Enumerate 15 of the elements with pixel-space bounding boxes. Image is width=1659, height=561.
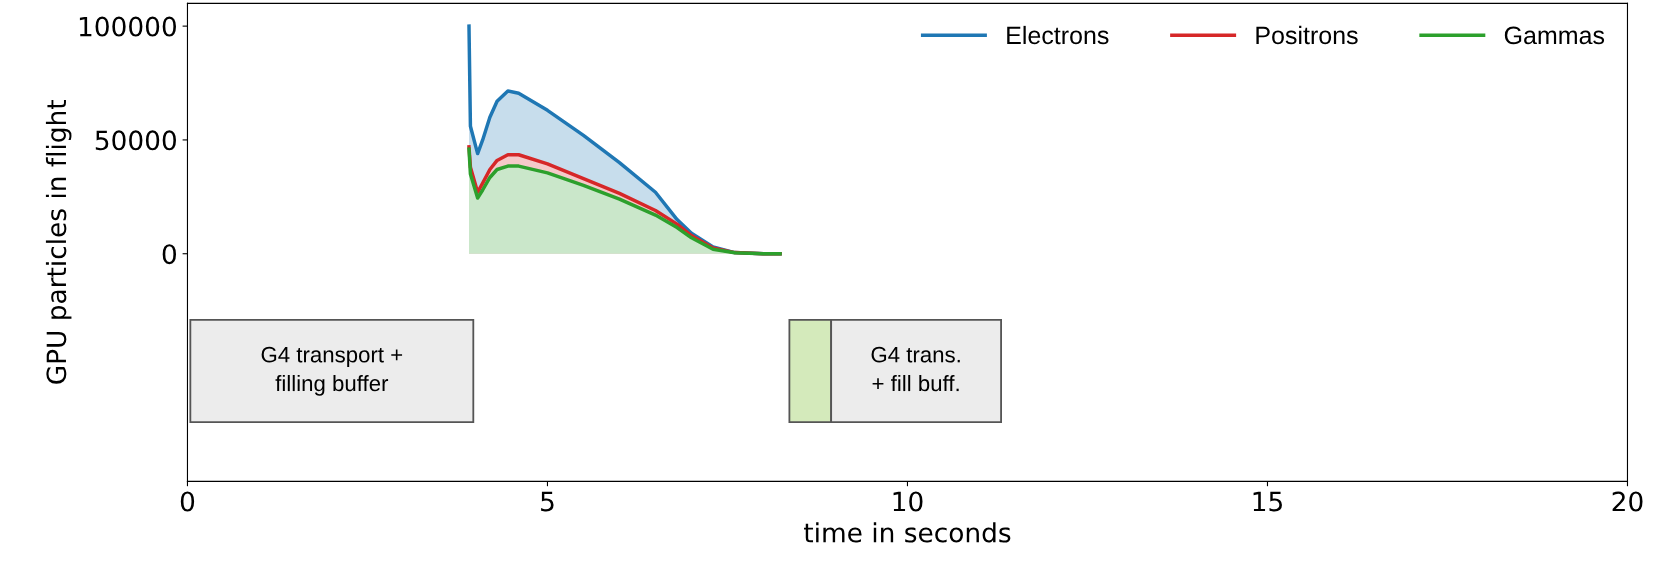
y-tick-label: 100000 bbox=[79, 16, 176, 37]
band-label: G4 trans. + fill buff. bbox=[871, 346, 960, 392]
y-axis-title: GPU particles in flight bbox=[45, 100, 72, 384]
x-tick-label: 15 bbox=[1253, 491, 1282, 512]
legend-label: Electrons bbox=[1007, 25, 1109, 45]
x-axis-title: time in seconds bbox=[804, 522, 1011, 543]
legend-label: Positrons bbox=[1256, 25, 1358, 45]
legend-label: Gammas bbox=[1504, 26, 1605, 45]
x-tick-label: 5 bbox=[541, 491, 554, 512]
band-label: G4 transport + filling buffer bbox=[261, 346, 403, 396]
x-tick-label: 20 bbox=[1612, 491, 1643, 512]
y-tick-label: 0 bbox=[162, 244, 176, 265]
x-tick-label: 0 bbox=[180, 491, 195, 512]
x-tick-label: 10 bbox=[893, 491, 923, 512]
y-tick-label: 50000 bbox=[95, 130, 176, 151]
